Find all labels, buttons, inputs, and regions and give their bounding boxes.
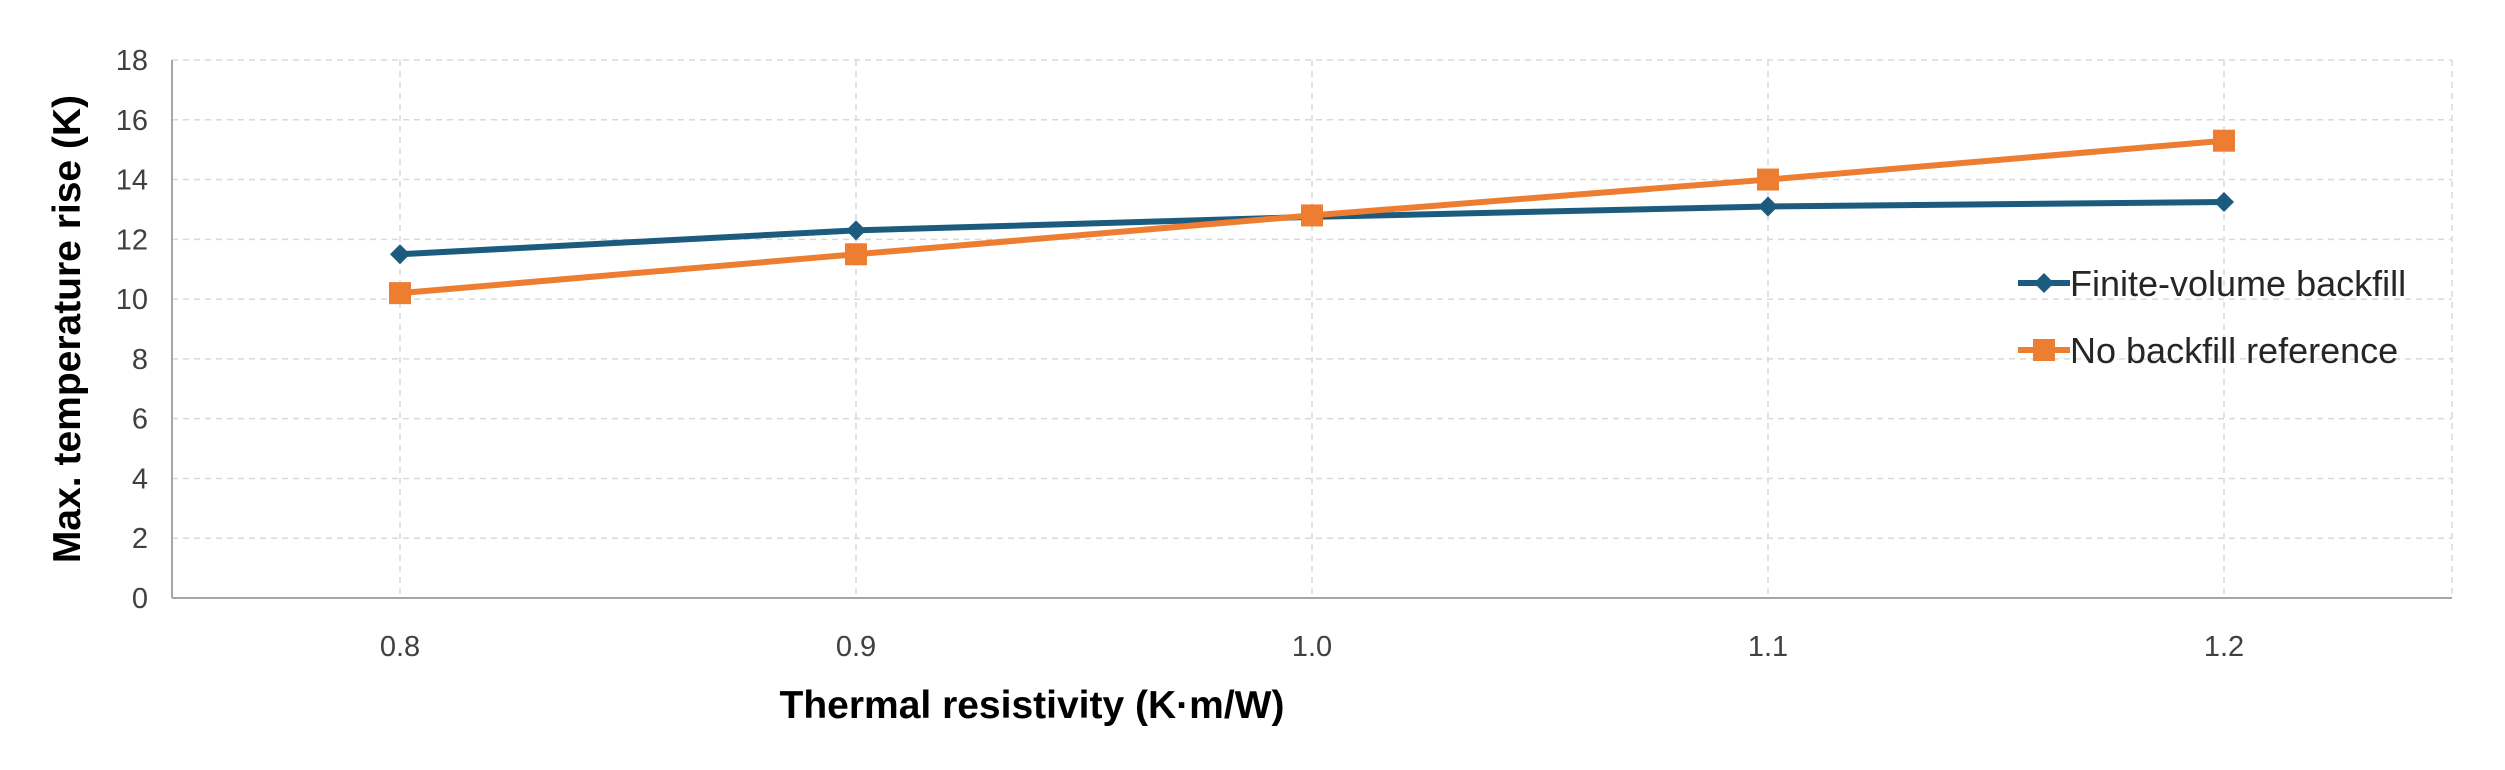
x-axis-title: Thermal resistivity (K·m/W) <box>780 684 1285 727</box>
x-tick-label: 1.2 <box>2204 631 2244 663</box>
legend-item: Finite-volume backfill <box>2018 263 2406 304</box>
y-tick-label: 6 <box>132 404 148 436</box>
grid-lines <box>172 59 2453 598</box>
x-tick-label: 0.9 <box>836 631 876 663</box>
y-tick-label: 16 <box>116 105 148 137</box>
y-tick-label: 12 <box>116 224 148 256</box>
data-point <box>1301 204 1323 227</box>
data-point <box>2214 191 2234 212</box>
legend-swatch-marker <box>2034 273 2054 293</box>
y-tick-label: 4 <box>132 463 148 495</box>
legend-label: Finite-volume backfill <box>2070 263 2406 304</box>
data-point <box>1758 196 1778 217</box>
data-point <box>2213 129 2235 152</box>
legend-item: No backfill reference <box>2018 330 2398 371</box>
y-tick-label: 10 <box>116 284 148 316</box>
data-point <box>846 220 866 241</box>
legend: Finite-volume backfill No backfill refere… <box>2018 263 2406 371</box>
axes <box>171 60 2452 599</box>
data-point <box>389 282 411 305</box>
x-tick-labels: 0.8 0.9 1.0 1.1 1.2 <box>380 631 2244 663</box>
series-2 <box>389 129 2235 305</box>
y-tick-label: 18 <box>116 45 148 77</box>
legend-label: No backfill reference <box>2070 330 2398 371</box>
x-tick-label: 0.8 <box>380 631 420 663</box>
data-point <box>390 244 410 265</box>
y-tick-label: 2 <box>132 523 148 555</box>
data-point <box>845 243 867 266</box>
y-tick-label: 0 <box>132 583 148 615</box>
y-tick-label: 8 <box>132 344 148 376</box>
y-tick-labels: 0 2 4 6 8 10 12 14 16 18 <box>116 45 148 615</box>
x-tick-label: 1.1 <box>1748 631 1788 663</box>
y-tick-label: 14 <box>116 165 148 197</box>
legend-swatch-marker <box>2033 339 2055 361</box>
y-axis-title: Max. temperature rise (K) <box>46 95 89 563</box>
series-group <box>389 129 2235 305</box>
data-point <box>1757 168 1779 191</box>
x-tick-label: 1.0 <box>1292 631 1332 663</box>
